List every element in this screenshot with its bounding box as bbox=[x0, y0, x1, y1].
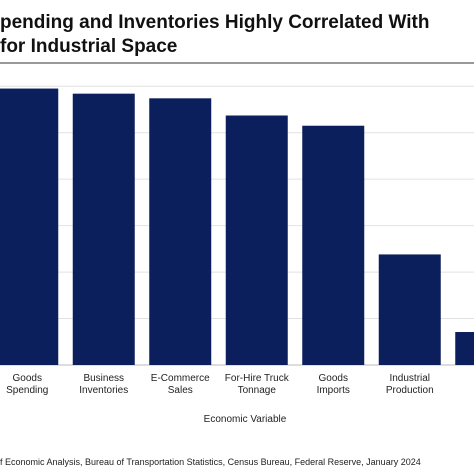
bar bbox=[72, 93, 135, 365]
x-axis-label: Economic Variable bbox=[204, 414, 287, 425]
x-tick-label: Industrial Production bbox=[386, 373, 434, 396]
bar bbox=[225, 115, 288, 365]
bar bbox=[149, 98, 212, 366]
x-tick-label: Goods Imports bbox=[317, 373, 350, 396]
chart-title: for Industrial Space bbox=[0, 36, 177, 57]
x-tick-label: E-Commerce Sales bbox=[151, 373, 210, 396]
x-tick-label: Business Inventories bbox=[79, 373, 128, 396]
bar bbox=[378, 254, 441, 365]
bar bbox=[302, 125, 365, 365]
x-tick-label: For-Hire Truck Tonnage bbox=[225, 373, 290, 396]
chart-title: pending and Inventories Highly Correlate… bbox=[0, 12, 429, 33]
bar bbox=[455, 332, 474, 365]
x-tick-label: Goods Spending bbox=[6, 373, 48, 396]
bar bbox=[0, 88, 59, 366]
source-note: f Economic Analysis, Bureau of Transport… bbox=[0, 457, 421, 467]
